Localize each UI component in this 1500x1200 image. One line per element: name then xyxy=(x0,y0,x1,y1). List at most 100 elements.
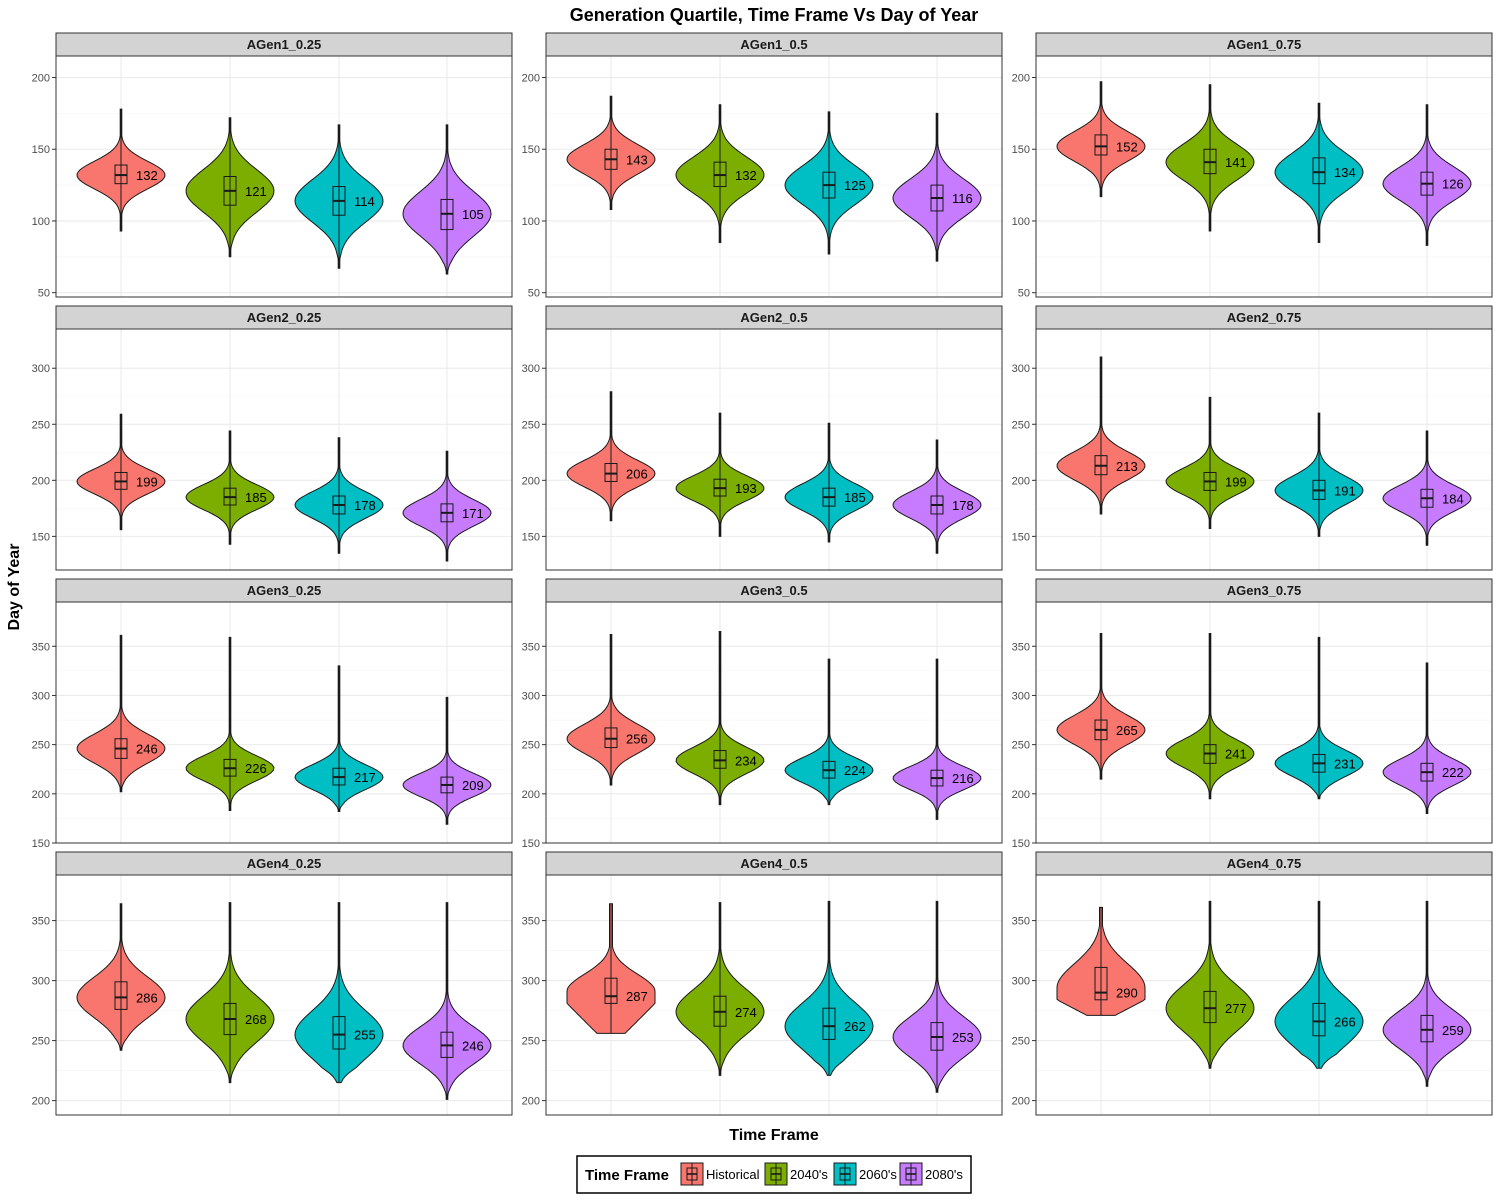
y-tick-label: 250 xyxy=(32,419,50,431)
iqr-box xyxy=(1312,157,1326,185)
legend-item: Historical xyxy=(680,1162,760,1186)
median-label: 286 xyxy=(136,990,158,1005)
facet-panel: AGen2_0.75 150 200 250 300 213 199 191 184 xyxy=(1012,305,1493,571)
y-tick-label: 100 xyxy=(1012,216,1030,228)
median-label: 199 xyxy=(136,474,158,489)
y-tick-label: 250 xyxy=(522,419,540,431)
y-tick-label: 200 xyxy=(522,1096,540,1108)
median-label: 222 xyxy=(1442,765,1464,780)
iqr-box xyxy=(822,1007,836,1040)
y-tick-label: 250 xyxy=(1012,740,1030,752)
y-tick-label: 250 xyxy=(1012,419,1030,431)
y-tick-label: 350 xyxy=(32,641,50,653)
panel-border xyxy=(545,874,1003,1116)
y-tick-label: 300 xyxy=(1012,690,1030,702)
y-tick-label: 350 xyxy=(522,916,540,928)
y-tick-label: 150 xyxy=(522,838,540,850)
y-tick-label: 200 xyxy=(32,1096,50,1108)
median-label: 132 xyxy=(136,168,158,183)
facet-panel: AGen1_0.75 50 100 150 200 152 141 134 126 xyxy=(1012,32,1493,300)
y-tick-label: 250 xyxy=(522,740,540,752)
y-tick-label: 350 xyxy=(1012,916,1030,928)
y-tick-label: 200 xyxy=(1012,1096,1030,1108)
median-label: 185 xyxy=(844,490,866,505)
facet-strip-label: AGen3_0.25 xyxy=(247,583,321,598)
facet-strip-label: AGen1_0.75 xyxy=(1227,37,1301,52)
y-tick-label: 150 xyxy=(32,144,50,156)
legend-label: 2040's xyxy=(790,1167,828,1182)
y-tick-label: 350 xyxy=(522,641,540,653)
median-label: 105 xyxy=(462,207,484,222)
y-tick-label: 200 xyxy=(1012,73,1030,85)
median-label: 209 xyxy=(462,778,484,793)
median-label: 191 xyxy=(1334,483,1356,498)
y-tick-label: 50 xyxy=(528,288,540,300)
iqr-box xyxy=(604,977,618,1004)
iqr-box xyxy=(1420,1014,1434,1043)
facet-strip-label: AGen2_0.5 xyxy=(740,310,807,325)
median-label: 152 xyxy=(1116,139,1138,154)
median-label: 141 xyxy=(1225,155,1247,170)
y-tick-label: 50 xyxy=(38,288,50,300)
panel-border xyxy=(1035,55,1493,298)
y-tick-label: 300 xyxy=(1012,976,1030,988)
panel-border xyxy=(55,328,513,571)
y-tick-label: 350 xyxy=(32,916,50,928)
iqr-box xyxy=(1094,966,1108,1001)
y-tick-label: 50 xyxy=(1018,288,1030,300)
facet-strip-label: AGen3_0.5 xyxy=(740,583,807,598)
legend-label: 2080's xyxy=(925,1167,963,1182)
legend-label: Historical xyxy=(706,1167,760,1182)
y-tick-label: 200 xyxy=(1012,789,1030,801)
panel-border xyxy=(55,601,513,844)
y-tick-label: 150 xyxy=(522,144,540,156)
legend-item: 2040's xyxy=(764,1162,828,1186)
facet-panel: AGen2_0.5 150 200 250 300 206 193 185 178 xyxy=(522,305,1003,571)
median-label: 184 xyxy=(1442,491,1464,506)
panel-border xyxy=(1035,601,1493,844)
median-label: 126 xyxy=(1442,177,1464,192)
median-label: 231 xyxy=(1334,756,1356,771)
y-tick-label: 200 xyxy=(32,789,50,801)
median-label: 241 xyxy=(1225,746,1247,761)
y-tick-label: 200 xyxy=(522,475,540,487)
facet-strip-label: AGen4_0.5 xyxy=(740,856,807,871)
y-tick-label: 150 xyxy=(1012,144,1030,156)
median-label: 171 xyxy=(462,506,484,521)
facet-panel: AGen4_0.5 200 250 300 350 287 274 262 253 xyxy=(522,851,1003,1116)
median-label: 178 xyxy=(952,498,974,513)
median-label: 287 xyxy=(626,989,648,1004)
facet-panel: AGen1_0.25 50 100 150 200 132 121 114 105 xyxy=(32,32,513,300)
y-tick-label: 300 xyxy=(32,976,50,988)
y-tick-label: 300 xyxy=(522,976,540,988)
panel-border xyxy=(545,601,1003,844)
facet-strip-label: AGen1_0.5 xyxy=(740,37,807,52)
legend-item: 2080's xyxy=(899,1162,963,1186)
facet-strip-label: AGen2_0.25 xyxy=(247,310,321,325)
iqr-box xyxy=(114,981,128,1010)
facet-panel: AGen3_0.5 150 200 250 300 350 256 234 224 216 xyxy=(522,578,1003,850)
median-label: 234 xyxy=(735,753,757,768)
median-label: 246 xyxy=(462,1038,484,1053)
y-tick-label: 200 xyxy=(32,73,50,85)
median-label: 256 xyxy=(626,732,648,747)
facet-strip-label: AGen2_0.75 xyxy=(1227,310,1301,325)
median-label: 262 xyxy=(844,1019,866,1034)
panel-border xyxy=(55,874,513,1116)
panel-border xyxy=(545,55,1003,298)
y-tick-label: 200 xyxy=(522,789,540,801)
y-tick-label: 250 xyxy=(522,1036,540,1048)
panel-border xyxy=(1035,328,1493,571)
y-tick-label: 300 xyxy=(32,690,50,702)
y-tick-label: 150 xyxy=(32,531,50,543)
y-tick-label: 150 xyxy=(1012,531,1030,543)
y-tick-label: 150 xyxy=(1012,838,1030,850)
median-label: 125 xyxy=(844,178,866,193)
median-label: 116 xyxy=(952,191,973,206)
y-axis-title: Day of Year xyxy=(6,544,23,631)
panel-border xyxy=(545,328,1003,571)
median-label: 213 xyxy=(1116,459,1138,474)
panel-border xyxy=(55,55,513,298)
iqr-box xyxy=(1312,1002,1326,1037)
